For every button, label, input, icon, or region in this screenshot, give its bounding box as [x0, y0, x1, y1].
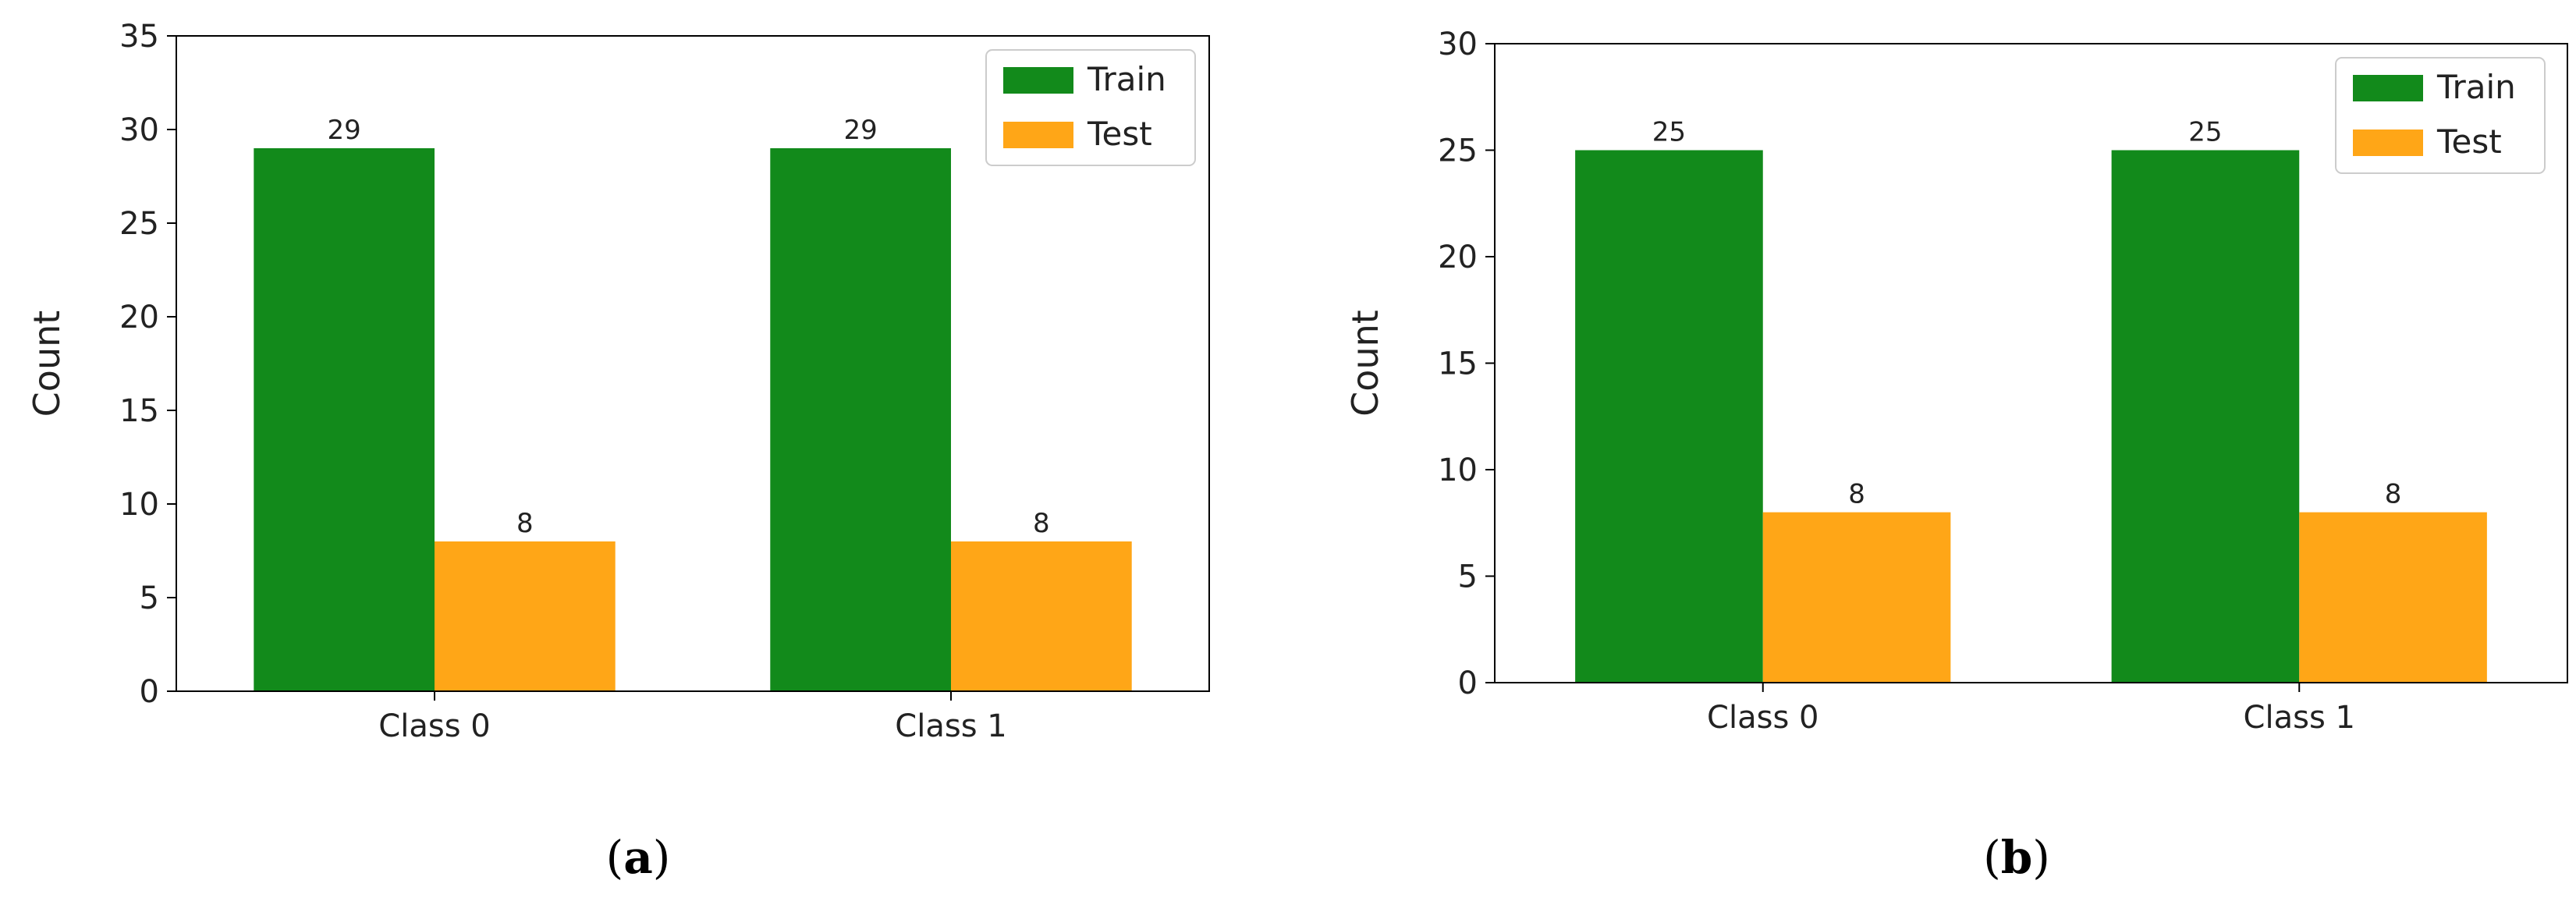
bar-train-class-1	[770, 148, 951, 691]
y-tick-label: 0	[140, 674, 159, 710]
bar-value-label: 25	[2188, 117, 2222, 148]
y-tick-label: 5	[1458, 559, 1478, 595]
y-tick-label: 20	[119, 300, 159, 335]
legend-swatch-test	[2353, 130, 2423, 156]
bar-train-class-0	[1575, 151, 1763, 683]
bar-value-label: 29	[844, 115, 878, 146]
legend-label-test: Test	[2436, 122, 2502, 161]
y-tick-label: 25	[1438, 133, 1478, 169]
bar-test-class-0	[435, 541, 616, 691]
x-tick-label: Class 0	[378, 708, 490, 744]
legend: Train Test	[2336, 58, 2545, 173]
legend: Train Test	[986, 50, 1195, 165]
bar-value-label: 25	[1652, 117, 1686, 148]
bar-value-label: 8	[1033, 508, 1050, 539]
caption-b: (b)	[1939, 831, 2095, 884]
y-tick-label: 10	[119, 487, 159, 523]
bar-test-class-1	[951, 541, 1132, 691]
y-tick-label: 15	[119, 393, 159, 429]
y-tick-label: 5	[140, 580, 159, 616]
bar-value-label: 8	[516, 508, 534, 539]
y-tick-label: 30	[119, 112, 159, 148]
legend-label-train: Train	[2436, 68, 2516, 106]
y-tick-label: 25	[119, 206, 159, 242]
bar-value-label: 29	[328, 115, 361, 146]
y-axis-label: Count	[1344, 310, 1386, 417]
caption-a: (a)	[560, 831, 716, 884]
bar-test-class-0	[1763, 513, 1951, 683]
y-tick-label: 0	[1458, 665, 1478, 701]
legend-label-train: Train	[1087, 60, 1166, 98]
y-tick-label: 35	[119, 19, 159, 55]
x-tick-label: Class 1	[2244, 700, 2355, 736]
legend-label-test: Test	[1087, 115, 1152, 153]
chart-panel-a: 29 8 Class 0 29 8 Class 1 0 5 10 15 20 25 30 35 Count T…	[0, 0, 1288, 905]
y-tick-label: 30	[1438, 27, 1478, 62]
bar-value-label: 8	[1848, 479, 1865, 510]
y-tick-label: 15	[1438, 346, 1478, 382]
legend-swatch-train	[2353, 75, 2423, 101]
bar-value-label: 8	[2385, 479, 2402, 510]
legend-swatch-train	[1003, 67, 1073, 94]
bar-test-class-1	[2299, 513, 2487, 683]
chart-panel-b: 25 8 Class 0 25 8 Class 1 0 5 10 15 20 25 30 Count Tra…	[1288, 0, 2576, 905]
bar-train-class-0	[254, 148, 435, 691]
legend-swatch-test	[1003, 122, 1073, 148]
y-tick-label: 10	[1438, 452, 1478, 488]
y-tick-label: 20	[1438, 240, 1478, 275]
bar-train-class-1	[2112, 151, 2300, 683]
x-tick-label: Class 1	[895, 708, 1006, 744]
x-tick-label: Class 0	[1707, 700, 1818, 736]
y-axis-label: Count	[26, 311, 68, 417]
